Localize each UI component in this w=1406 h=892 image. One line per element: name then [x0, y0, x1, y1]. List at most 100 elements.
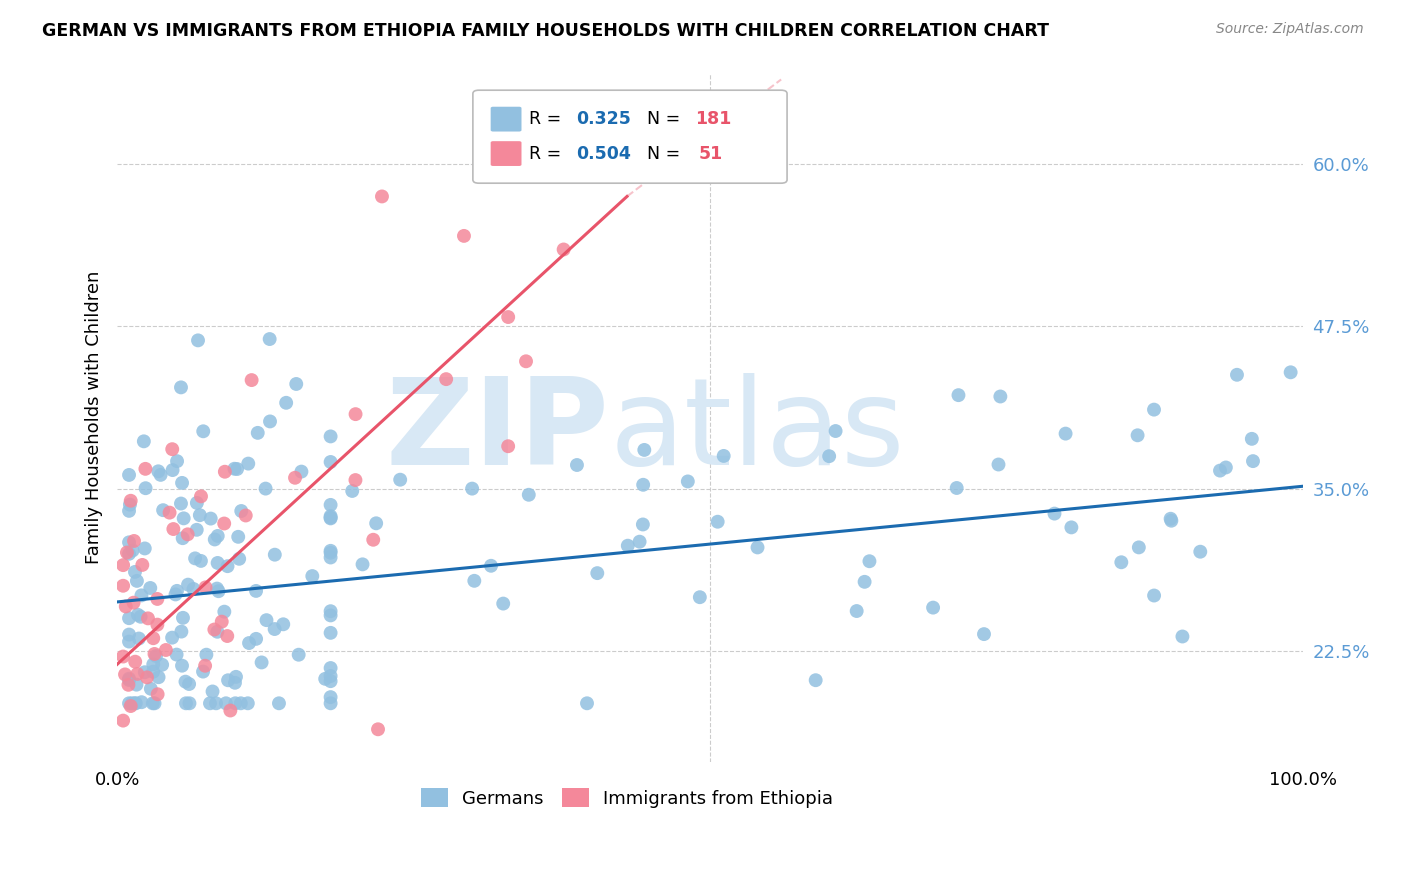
Point	[576, 696, 599, 710]
Point	[319, 429, 342, 443]
Point	[160, 631, 183, 645]
Point	[858, 554, 880, 568]
Point	[127, 667, 149, 681]
Point	[948, 388, 970, 402]
Point	[267, 696, 290, 710]
Point	[122, 596, 145, 610]
Point	[188, 508, 211, 523]
Point	[142, 657, 165, 672]
Point	[689, 591, 711, 605]
Point	[170, 380, 193, 394]
Point	[112, 649, 135, 664]
Point	[1143, 402, 1166, 417]
Point	[170, 624, 193, 639]
Point	[149, 467, 172, 482]
Point	[344, 407, 367, 421]
Point	[136, 611, 159, 625]
Point	[565, 458, 588, 472]
Point	[214, 465, 236, 479]
Point	[314, 672, 336, 686]
Point	[118, 535, 141, 549]
Point	[1128, 541, 1150, 555]
Point	[245, 632, 267, 646]
Point	[118, 627, 141, 641]
Point	[389, 473, 412, 487]
Point	[276, 396, 298, 410]
Point	[217, 673, 239, 688]
Point	[207, 556, 229, 570]
Point	[1209, 464, 1232, 478]
Point	[143, 696, 166, 710]
Point	[319, 509, 342, 524]
Point	[143, 647, 166, 661]
Point	[319, 544, 342, 558]
Point	[1240, 432, 1263, 446]
Point	[1241, 454, 1264, 468]
Point	[319, 604, 342, 618]
Point	[240, 373, 263, 387]
Point	[319, 661, 342, 675]
Point	[319, 625, 342, 640]
Point	[177, 677, 200, 691]
Point	[945, 481, 967, 495]
Point	[219, 704, 242, 718]
Point	[290, 465, 312, 479]
Point	[114, 667, 136, 681]
Point	[224, 462, 246, 476]
Point	[319, 510, 342, 524]
Point	[215, 696, 238, 710]
Point	[224, 675, 246, 690]
Point	[586, 566, 609, 581]
Point	[118, 498, 141, 512]
Text: GERMAN VS IMMIGRANTS FROM ETHIOPIA FAMILY HOUSEHOLDS WITH CHILDREN CORRELATION C: GERMAN VS IMMIGRANTS FROM ETHIOPIA FAMIL…	[42, 22, 1049, 40]
Point	[344, 473, 367, 487]
Point	[371, 189, 394, 203]
Text: N =: N =	[647, 110, 686, 128]
Point	[142, 696, 165, 710]
Point	[352, 558, 374, 572]
Point	[238, 457, 260, 471]
Point	[165, 587, 187, 601]
Point	[628, 534, 651, 549]
Point	[186, 523, 208, 537]
Point	[319, 546, 342, 560]
Point	[228, 551, 250, 566]
Point	[631, 517, 654, 532]
Text: 51: 51	[699, 145, 723, 162]
Point	[205, 696, 228, 710]
Point	[131, 695, 153, 709]
Point	[747, 541, 769, 555]
Point	[162, 442, 184, 457]
Point	[453, 228, 475, 243]
Point	[152, 503, 174, 517]
Point	[231, 504, 253, 518]
Text: 0.504: 0.504	[576, 145, 631, 162]
Point	[236, 696, 259, 710]
Point	[134, 541, 156, 556]
Point	[246, 425, 269, 440]
Point	[226, 462, 249, 476]
Point	[174, 674, 197, 689]
Point	[1143, 589, 1166, 603]
Point	[319, 511, 342, 525]
Point	[146, 617, 169, 632]
Point	[127, 607, 149, 622]
Point	[121, 543, 143, 558]
Point	[461, 482, 484, 496]
Point	[1111, 555, 1133, 569]
Point	[198, 696, 221, 710]
Point	[142, 631, 165, 645]
Point	[824, 424, 846, 438]
Point	[284, 471, 307, 485]
Point	[922, 600, 945, 615]
Point	[135, 481, 157, 495]
Point	[319, 696, 342, 710]
Point	[121, 696, 143, 710]
Point	[124, 696, 146, 710]
Point	[211, 615, 233, 629]
Point	[366, 516, 388, 531]
Point	[1279, 365, 1302, 379]
Point	[118, 672, 141, 686]
Point	[146, 591, 169, 606]
Text: Source: ZipAtlas.com: Source: ZipAtlas.com	[1216, 22, 1364, 37]
